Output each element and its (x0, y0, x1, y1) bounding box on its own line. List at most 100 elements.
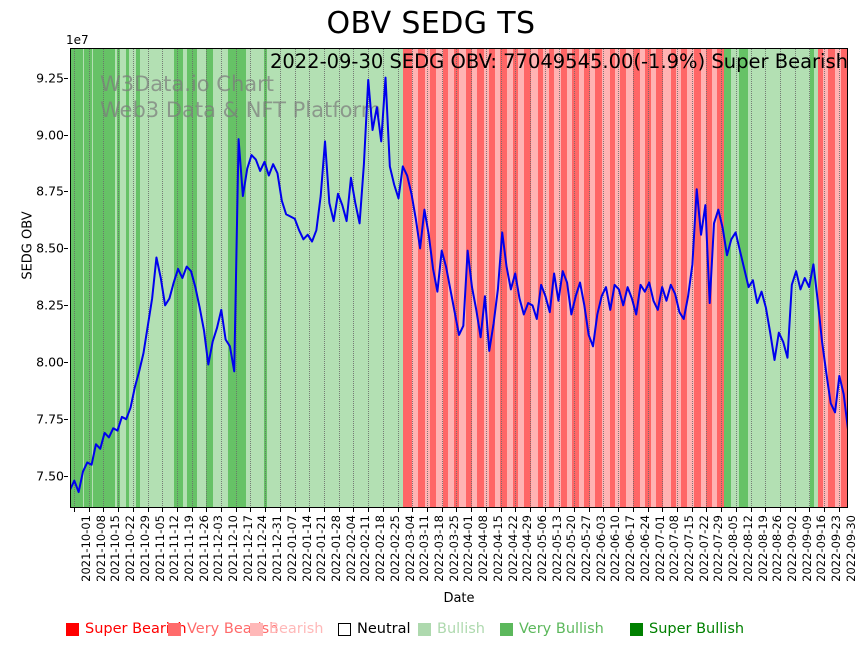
sentiment-band (150, 48, 154, 508)
y-tick-label: 8.00 (36, 354, 64, 370)
gridline-vertical (339, 48, 340, 508)
sentiment-band (86, 48, 89, 508)
x-tick-mark (295, 508, 296, 512)
sentiment-band (195, 48, 198, 508)
legend-label: Very Bullish (519, 621, 604, 637)
sentiment-band (471, 48, 474, 508)
sentiment-band (389, 48, 392, 508)
sentiment-band (333, 48, 336, 508)
gridline-vertical (501, 48, 502, 508)
sentiment-band (299, 48, 302, 508)
x-tick-label: 2022-05-13 (550, 515, 564, 582)
gridline-vertical (839, 48, 840, 508)
y-tick-mark (64, 134, 68, 136)
x-tick-label: 2022-05-20 (564, 515, 578, 582)
gridline-vertical (442, 48, 443, 508)
sentiment-band (679, 48, 682, 508)
sentiment-band (831, 48, 835, 508)
x-tick-mark (250, 508, 251, 512)
sentiment-band (109, 48, 112, 508)
gridline-vertical (633, 48, 634, 508)
sentiment-band (652, 48, 655, 508)
sentiment-band (772, 48, 776, 508)
legend-label: Super Bearish (85, 621, 187, 637)
sentiment-band (347, 48, 351, 508)
legend-item[interactable]: Super Bearish (66, 614, 187, 644)
sentiment-band (636, 48, 639, 508)
sentiment-band (582, 48, 586, 508)
sentiment-band (478, 48, 482, 508)
sentiment-band (165, 48, 168, 508)
sentiment-band (188, 48, 191, 508)
sentiment-band (509, 48, 512, 508)
x-tick-mark (324, 508, 325, 512)
gridline-vertical (295, 48, 296, 508)
sentiment-band (502, 48, 505, 508)
x-tick-label: 2022-03-18 (432, 515, 446, 582)
sentiment-band (543, 48, 546, 508)
sentiment-band (790, 48, 794, 508)
sentiment-band (797, 48, 801, 508)
sentiment-band (362, 48, 365, 508)
sentiment-band (401, 48, 405, 508)
gridline-vertical (427, 48, 428, 508)
x-tick-label: 2022-03-25 (447, 515, 461, 582)
sentiment-band (396, 48, 399, 508)
sentiment-band (208, 48, 211, 508)
sentiment-band (448, 48, 451, 508)
sentiment-band (622, 48, 625, 508)
sentiment-band (70, 48, 73, 508)
sentiment-band (116, 48, 119, 508)
sentiment-band (510, 48, 514, 508)
x-tick-label: 2022-09-30 (844, 515, 858, 582)
sentiment-band (356, 48, 360, 508)
sentiment-band (344, 48, 347, 508)
x-tick-label: 2022-09-16 (814, 515, 828, 582)
x-tick-label: 2022-09-23 (829, 515, 843, 582)
legend-item[interactable]: Very Bullish (500, 614, 604, 644)
sentiment-band (421, 48, 424, 508)
x-tick-label: 2022-02-18 (373, 515, 387, 582)
sentiment-band (824, 48, 828, 508)
sentiment-band (313, 48, 317, 508)
sentiment-band (136, 48, 139, 508)
sentiment-band (346, 48, 349, 508)
gridline-vertical (486, 48, 487, 508)
sentiment-band (80, 48, 84, 508)
legend-item[interactable]: Bullish (418, 614, 485, 644)
sentiment-band (98, 48, 102, 508)
sentiment-band (761, 48, 765, 508)
sentiment-band (620, 48, 623, 508)
gridline-vertical (589, 48, 590, 508)
sentiment-band (303, 48, 306, 508)
sentiment-band (154, 48, 157, 508)
legend-item[interactable]: Super Bullish (630, 614, 744, 644)
y-tick-label: 9.25 (36, 70, 64, 86)
x-tick-mark (368, 508, 369, 512)
sentiment-band (84, 48, 87, 508)
legend-item[interactable]: Bearish (250, 614, 324, 644)
legend-swatch-icon (250, 622, 263, 636)
sentiment-band (423, 48, 426, 508)
legend-item[interactable]: Neutral (338, 614, 411, 644)
sentiment-band (819, 48, 822, 508)
gridline-vertical (162, 48, 163, 508)
x-tick-label: 2021-10-15 (108, 515, 122, 582)
sentiment-band (640, 48, 643, 508)
sentiment-band (285, 48, 288, 508)
sentiment-band (776, 48, 779, 508)
sentiment-band (693, 48, 697, 508)
gridline-vertical (265, 48, 266, 508)
x-tick-label: 2022-06-03 (594, 515, 608, 582)
x-tick-mark (501, 508, 502, 512)
sentiment-band (408, 48, 412, 508)
sentiment-band (407, 48, 410, 508)
sentiment-band (489, 48, 492, 508)
sentiment-band (190, 48, 193, 508)
sentiment-band (247, 48, 250, 508)
x-tick-mark (427, 508, 428, 512)
x-axis-label: Date (443, 591, 475, 606)
sentiment-band (77, 48, 80, 508)
x-tick-mark (780, 508, 781, 512)
